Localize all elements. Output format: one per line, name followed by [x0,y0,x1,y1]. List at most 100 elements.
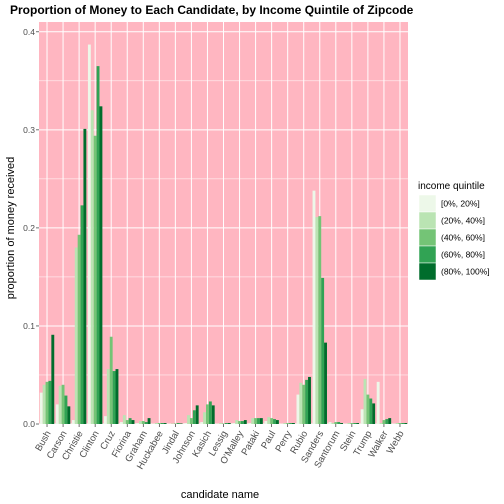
bar [328,422,332,424]
legend-label: [0%, 20%] [441,199,480,209]
bar [187,415,190,424]
y-tick-label: 0.0 [23,419,35,429]
legend-swatch [418,228,437,247]
bar [42,384,46,424]
bar [176,423,180,424]
bar [347,423,351,424]
bar [64,395,68,424]
bar [77,234,81,424]
bar [189,418,193,424]
bar [160,423,164,424]
legend-title: income quintile [418,181,485,192]
bar [299,382,303,424]
y-axis: 0.0 0.1 0.2 0.3 0.4 [23,27,39,429]
bar [401,423,405,424]
bar [353,423,357,424]
bar [224,423,228,424]
bar [67,406,71,424]
bar [404,423,408,424]
bar [55,404,59,424]
bar [363,378,367,424]
bar [385,419,389,424]
bar [296,394,300,424]
y-tick-label: 0.1 [23,321,35,331]
bar [257,418,260,424]
bar [240,421,244,424]
bar [379,423,383,424]
bar [39,392,43,424]
bar [219,423,223,424]
bar [264,421,268,424]
bar [138,421,142,424]
bar [254,418,258,424]
bar [312,190,316,424]
bar [106,369,110,424]
bar [321,277,325,424]
bar [235,420,239,424]
bar [232,423,236,424]
bar [302,384,306,424]
bar [83,128,87,424]
bar [350,423,354,424]
bar [356,423,360,424]
bar [147,418,151,424]
bar [337,422,341,424]
bar [48,380,52,424]
bar [195,405,199,424]
x-axis-label: candidate name [181,489,259,501]
bar [80,205,84,424]
legend-swatch [418,194,437,213]
bar [251,418,255,424]
bar [267,417,271,424]
chart-title: Proportion of Money to Each Candidate, b… [10,3,414,17]
x-axis: BushCarsonChristieClintonCruzFiorinaGrah… [33,424,407,472]
y-tick-label: 0.2 [23,223,35,233]
bar [109,336,113,424]
bar [128,418,132,424]
y-tick-label: 0.4 [23,27,35,37]
bar [51,334,55,424]
bar [243,420,247,424]
legend-swatch [418,245,437,264]
bar [203,412,207,424]
bar [58,385,62,424]
bar [87,44,91,425]
bar [376,381,380,424]
bar [103,416,107,424]
bar [292,423,295,424]
bar [289,423,293,424]
bar [61,384,65,424]
bar [395,423,399,424]
legend-label: (40%, 60%] [441,233,485,243]
bar [112,371,116,424]
bar [157,423,161,424]
bar [315,217,319,424]
bar [154,423,158,424]
bar [334,422,338,424]
bar [122,415,126,424]
bar [273,419,276,424]
bar [115,369,119,424]
bar [206,404,209,424]
bar [93,135,97,425]
bar [227,423,231,424]
bar [90,110,94,425]
bar [360,409,364,424]
legend-label: (60%, 80%] [441,250,485,260]
bar [141,421,145,424]
y-tick-label: 0.3 [23,125,35,135]
bar [200,422,204,424]
legend-label: (80%, 100%] [441,267,490,277]
bar [45,381,49,424]
bar [184,423,188,424]
y-axis-label: proportion of money received [5,157,17,299]
bar [71,420,75,424]
x-tick-label: Webb [385,429,407,456]
bar [136,423,139,424]
bar [372,403,376,424]
bar [96,66,100,424]
bar [331,423,335,424]
legend-swatch [418,262,437,281]
bar [259,418,263,424]
